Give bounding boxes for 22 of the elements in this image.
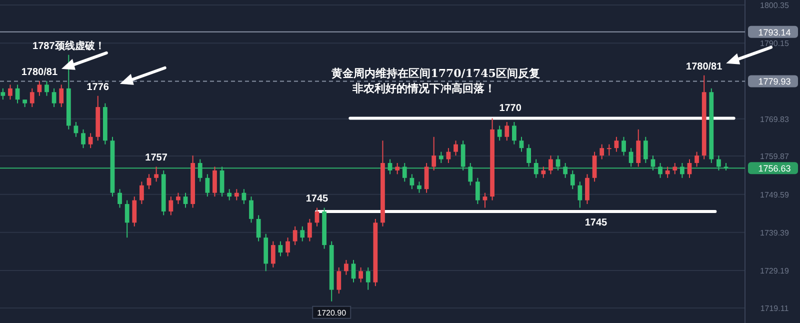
ref-line-label: 1779.93 [758, 76, 791, 87]
y-tick-label: 1800.35 [760, 1, 790, 10]
annotation: 1745 [306, 194, 329, 205]
ref-line-label: 1745 [584, 217, 608, 228]
annotation: 1787颈线虚破！ [32, 40, 105, 52]
ref-line-label: 1756.63 [758, 164, 791, 174]
ref-line-label: 1793.14 [758, 27, 791, 38]
annotation: 1776 [86, 82, 110, 93]
annotation: 1780/81 [686, 61, 723, 72]
y-tick-label: 1729.19 [760, 266, 790, 276]
y-tick-label: 1749.59 [760, 190, 790, 200]
y-tick-label: 1769.83 [760, 114, 790, 124]
annotation: 黄金周内维持在区间1770/1745区间反复 [330, 67, 540, 80]
y-tick-label: 1739.39 [760, 228, 790, 238]
annotation: 1720.90 [317, 308, 347, 318]
y-tick-label: 1790.15 [760, 39, 790, 48]
annotation: 非农利好的情况下冲高回落！ [351, 82, 496, 95]
y-tick-label: 1759.87 [760, 152, 790, 162]
annotation: 1757 [145, 152, 168, 164]
ref-line-label: 1770 [499, 103, 522, 114]
annotation: 1780/81 [21, 66, 58, 78]
y-tick-label: 1719.11 [760, 304, 790, 314]
